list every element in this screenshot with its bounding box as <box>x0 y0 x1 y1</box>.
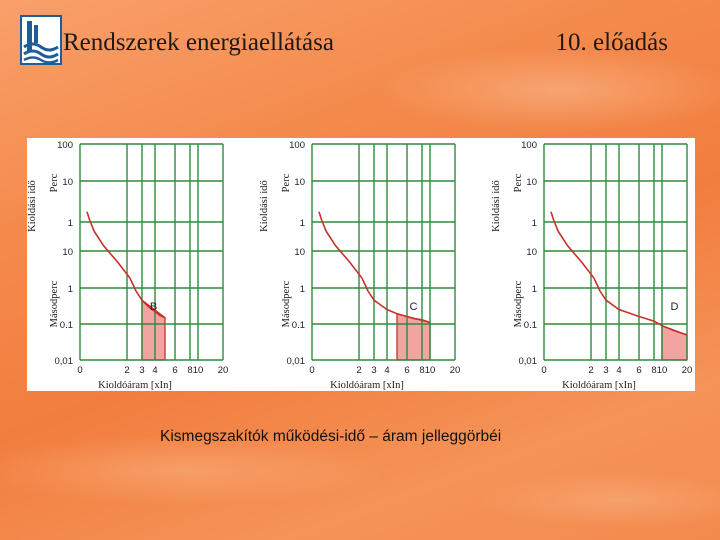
y-tick-label: 0,01 <box>519 356 538 367</box>
y-axis-label-seconds: Másodperc <box>281 280 292 327</box>
y-tick-label: 10 <box>62 177 73 188</box>
y-axis-label-minutes: Perc <box>49 173 60 192</box>
y-tick-label: 0.1 <box>524 320 537 331</box>
x-tick-label: 8 <box>651 365 656 376</box>
x-tick-label: 6 <box>404 365 409 376</box>
x-tick-label: 6 <box>172 365 177 376</box>
trip-curve <box>550 211 688 336</box>
y-tick-label: 1 <box>532 284 537 295</box>
x-tick-label: 4 <box>384 365 389 376</box>
y-tick-label: 0.1 <box>292 320 305 331</box>
x-tick-label: 4 <box>616 365 621 376</box>
y-tick-label: 10 <box>526 247 537 258</box>
x-tick-label: 8 <box>187 365 192 376</box>
x-tick-label: 2 <box>588 365 593 376</box>
y-axis-label: Kioldási idő <box>491 180 502 232</box>
y-axis-label-minutes: Perc <box>513 173 524 192</box>
x-tick-label: 3 <box>603 365 608 376</box>
x-tick-label: 20 <box>218 365 229 376</box>
y-tick-label: 0.1 <box>60 320 73 331</box>
x-tick-label: 10 <box>193 365 204 376</box>
x-tick-label: 6 <box>636 365 641 376</box>
y-tick-label: 100 <box>57 140 73 151</box>
y-tick-label: 0,01 <box>55 356 74 367</box>
x-tick-label: 3 <box>371 365 376 376</box>
y-tick-label: 1 <box>300 284 305 295</box>
x-tick-label: 10 <box>425 365 436 376</box>
x-tick-label: 8 <box>419 365 424 376</box>
x-tick-label: 0 <box>77 365 82 376</box>
y-tick-label: 1 <box>68 218 73 229</box>
panel-letter: B <box>150 301 157 313</box>
y-axis-label-seconds: Másodperc <box>513 280 524 327</box>
y-tick-label: 1 <box>532 218 537 229</box>
y-axis-label-seconds: Másodperc <box>49 280 60 327</box>
x-tick-label: 2 <box>124 365 129 376</box>
y-axis-label: Kioldási idő <box>259 180 270 232</box>
trip-curve <box>318 211 431 324</box>
y-tick-label: 100 <box>289 140 305 151</box>
page-title: Rendszerek energiaellátása <box>63 29 334 56</box>
chart-panel: B 100 10 1 10 1 0.1 0,01 0 2 3 4 6 8 10 20 Kioldóáram [x… <box>27 138 695 391</box>
y-tick-label: 1 <box>300 218 305 229</box>
y-axis-label-minutes: Perc <box>281 173 292 192</box>
y-tick-label: 100 <box>521 140 537 151</box>
figure-caption: Kismegszakítók működési-idő – áram jelle… <box>160 428 502 445</box>
y-tick-label: 10 <box>62 247 73 258</box>
y-tick-label: 10 <box>294 177 305 188</box>
x-axis-label: Kioldóáram [xIn] <box>562 380 636 391</box>
x-tick-label: 2 <box>356 365 361 376</box>
y-axis-label: Kioldási idő <box>27 180 38 232</box>
lecture-number: 10. előadás <box>555 29 668 56</box>
panel-letter: C <box>410 301 418 313</box>
y-tick-label: 10 <box>294 247 305 258</box>
trip-curve <box>86 211 166 319</box>
x-tick-label: 0 <box>309 365 314 376</box>
x-tick-label: 20 <box>450 365 461 376</box>
x-tick-label: 4 <box>152 365 157 376</box>
panel-letter: D <box>671 301 679 313</box>
y-tick-label: 10 <box>526 177 537 188</box>
university-logo-icon <box>20 15 62 65</box>
x-axis-label: Kioldóáram [xIn] <box>330 380 404 391</box>
y-tick-label: 0,01 <box>287 356 306 367</box>
y-tick-label: 1 <box>68 284 73 295</box>
x-tick-label: 0 <box>541 365 546 376</box>
x-tick-label: 20 <box>682 365 693 376</box>
x-axis-label: Kioldóáram [xIn] <box>98 380 172 391</box>
x-tick-label: 10 <box>657 365 668 376</box>
x-tick-label: 3 <box>139 365 144 376</box>
